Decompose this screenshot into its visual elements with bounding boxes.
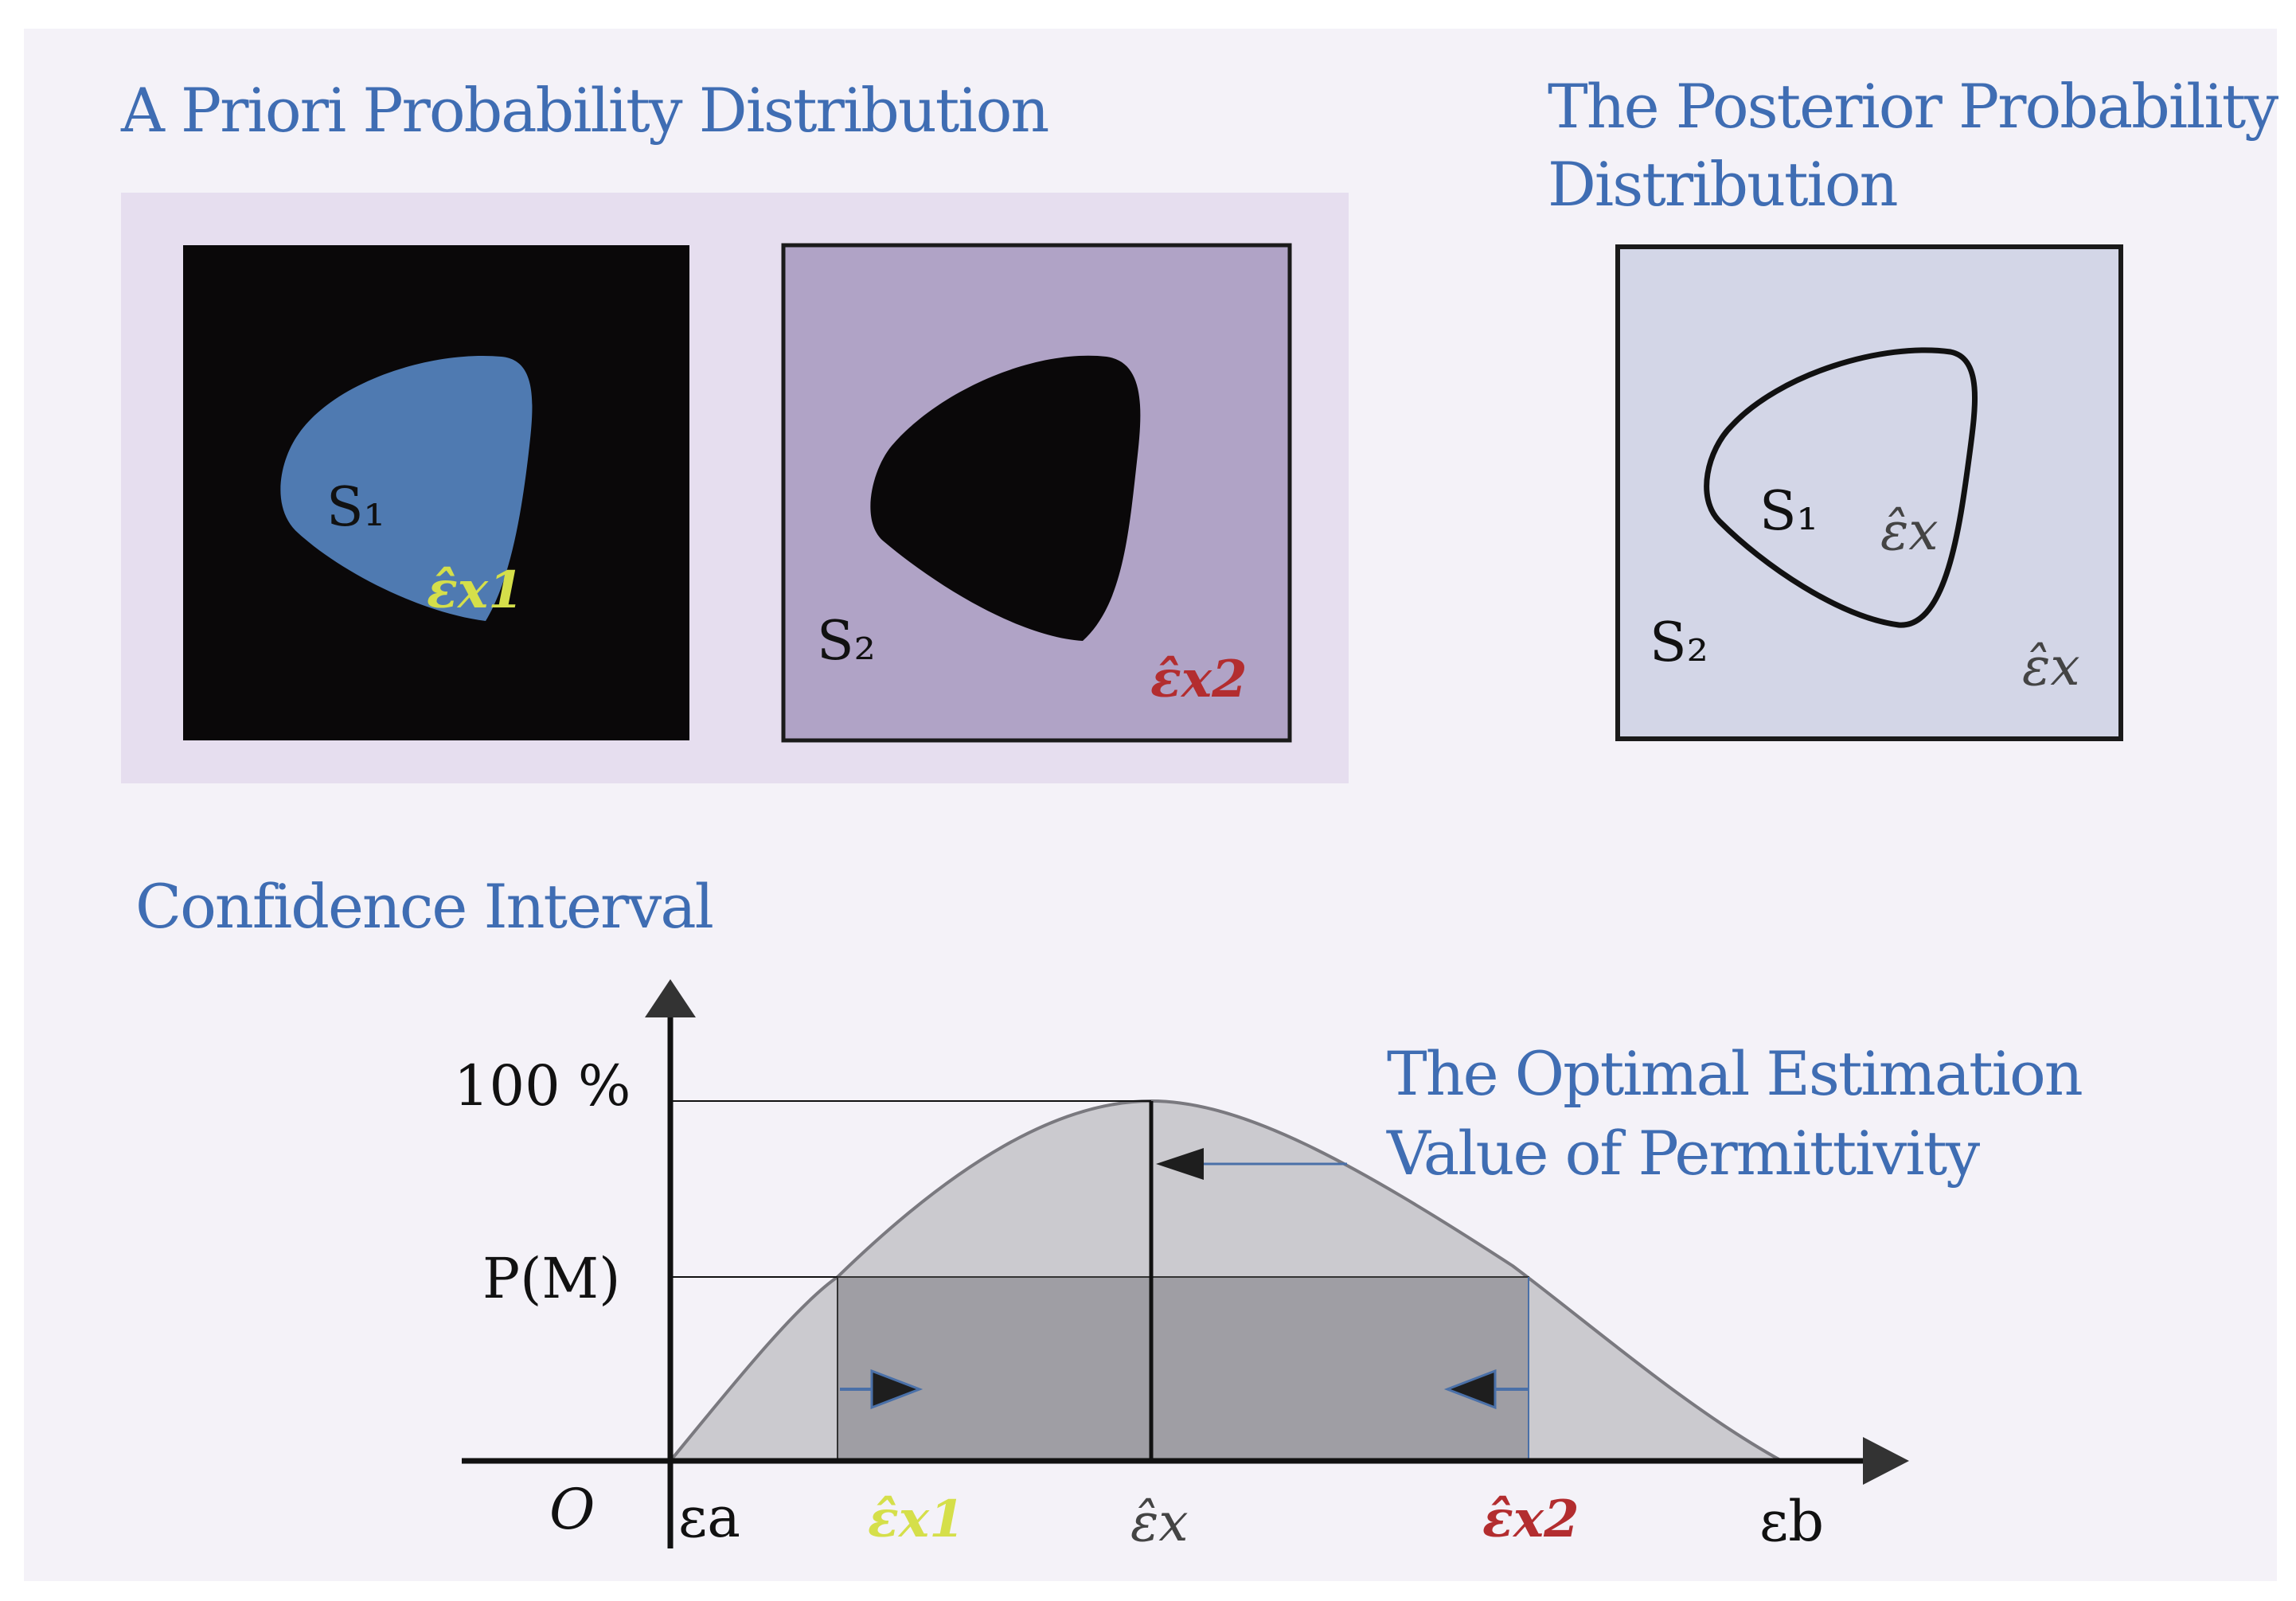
posterior-s1-contour (1704, 347, 1978, 628)
optimal-heading-line1: The Optimal Estimation (1387, 1038, 2082, 1109)
posterior-box (1615, 244, 2123, 741)
estimate-x2-label: ε̂x2 (1150, 650, 1248, 709)
x-label-estimate-1: ε̂x1 (868, 1490, 965, 1549)
y-label-pm: P(M) (482, 1246, 620, 1311)
posterior-s1-label: S₁ (1759, 480, 1818, 543)
confidence-heading: Confidence Interval (135, 871, 713, 942)
x-label-epsilon-b: εb (1759, 1489, 1824, 1554)
optimal-pointer-arrowhead (1156, 1148, 1204, 1180)
posterior-heading-line1: The Posterior Probability (1548, 71, 2278, 142)
s1-label: S₁ (326, 476, 385, 539)
left-inward-arrowhead (870, 1369, 923, 1410)
origin-label: O (549, 1477, 595, 1542)
x-axis-arrowhead (1863, 1437, 1909, 1485)
optimal-heading-line2: Value of Permittivity (1386, 1118, 1980, 1189)
x-label-epsilon-a: εa (678, 1485, 740, 1550)
x-label-estimate-2: ε̂x2 (1482, 1490, 1579, 1549)
posterior-s2-label: S₂ (1650, 611, 1708, 674)
confidence-interval-area (837, 1276, 1529, 1462)
y-axis-arrowhead (645, 979, 696, 1017)
s2-label: S₂ (817, 610, 876, 673)
s1-region-blob (280, 355, 533, 621)
estimate-x1-label: ε̂x1 (427, 560, 524, 620)
posterior-heading-line2: Distribution (1548, 149, 1897, 220)
prior-heading: A Priori Probability Distribution (120, 75, 1048, 146)
right-inward-arrowhead (1443, 1369, 1497, 1410)
y-label-100: 100 % (454, 1053, 631, 1119)
s2-inner-blob (870, 355, 1141, 641)
posterior-inner-estimate: ε̂x (1880, 501, 1939, 562)
x-label-estimate: ε̂x (1130, 1492, 1189, 1553)
posterior-outer-estimate: ε̂x (2022, 636, 2080, 697)
